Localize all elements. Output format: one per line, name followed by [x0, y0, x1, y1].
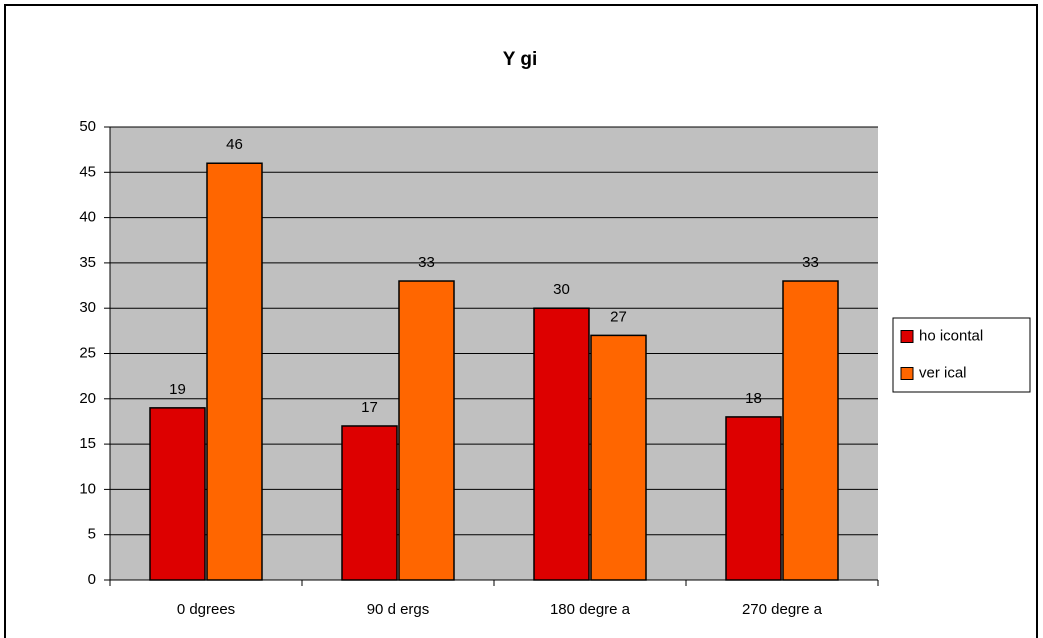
y-tick-label: 0: [88, 571, 96, 588]
chart-title: Y gi: [503, 49, 538, 70]
bar: [725, 416, 782, 581]
data-label: 27: [610, 308, 627, 325]
bar: [782, 280, 839, 581]
y-tick-label: 40: [79, 209, 96, 226]
x-tick-label: 180 degre a: [550, 601, 631, 618]
legend-swatch: [900, 330, 914, 343]
data-label: 46: [226, 136, 243, 153]
data-label: 19: [169, 381, 186, 398]
bar: [533, 307, 590, 581]
y-tick-label: 10: [79, 480, 96, 497]
y-tick-label: 50: [79, 118, 96, 135]
data-label: 33: [802, 254, 819, 271]
bar: [149, 407, 206, 581]
legend-label: ver ical: [919, 364, 967, 381]
y-tick-label: 25: [79, 344, 96, 361]
y-tick-label: 35: [79, 254, 96, 271]
legend-box: [892, 317, 1031, 393]
y-tick-label: 5: [88, 526, 96, 543]
x-tick-label: 90 d ergs: [367, 601, 430, 618]
bar: [398, 280, 455, 581]
data-label: 17: [361, 399, 378, 416]
x-tick-label: 270 degre a: [742, 601, 823, 618]
y-tick-label: 15: [79, 435, 96, 452]
y-tick-label: 30: [79, 299, 96, 316]
bar: [341, 425, 398, 581]
data-label: 33: [418, 254, 435, 271]
legend-swatch: [900, 367, 914, 380]
x-tick-label: 0 dgrees: [177, 601, 235, 618]
bar: [206, 162, 263, 581]
y-tick-label: 20: [79, 390, 96, 407]
bar: [590, 334, 647, 581]
y-tick-label: 45: [79, 163, 96, 180]
data-label: 18: [745, 390, 762, 407]
data-label: 30: [553, 281, 570, 298]
legend-label: ho icontal: [919, 327, 983, 344]
